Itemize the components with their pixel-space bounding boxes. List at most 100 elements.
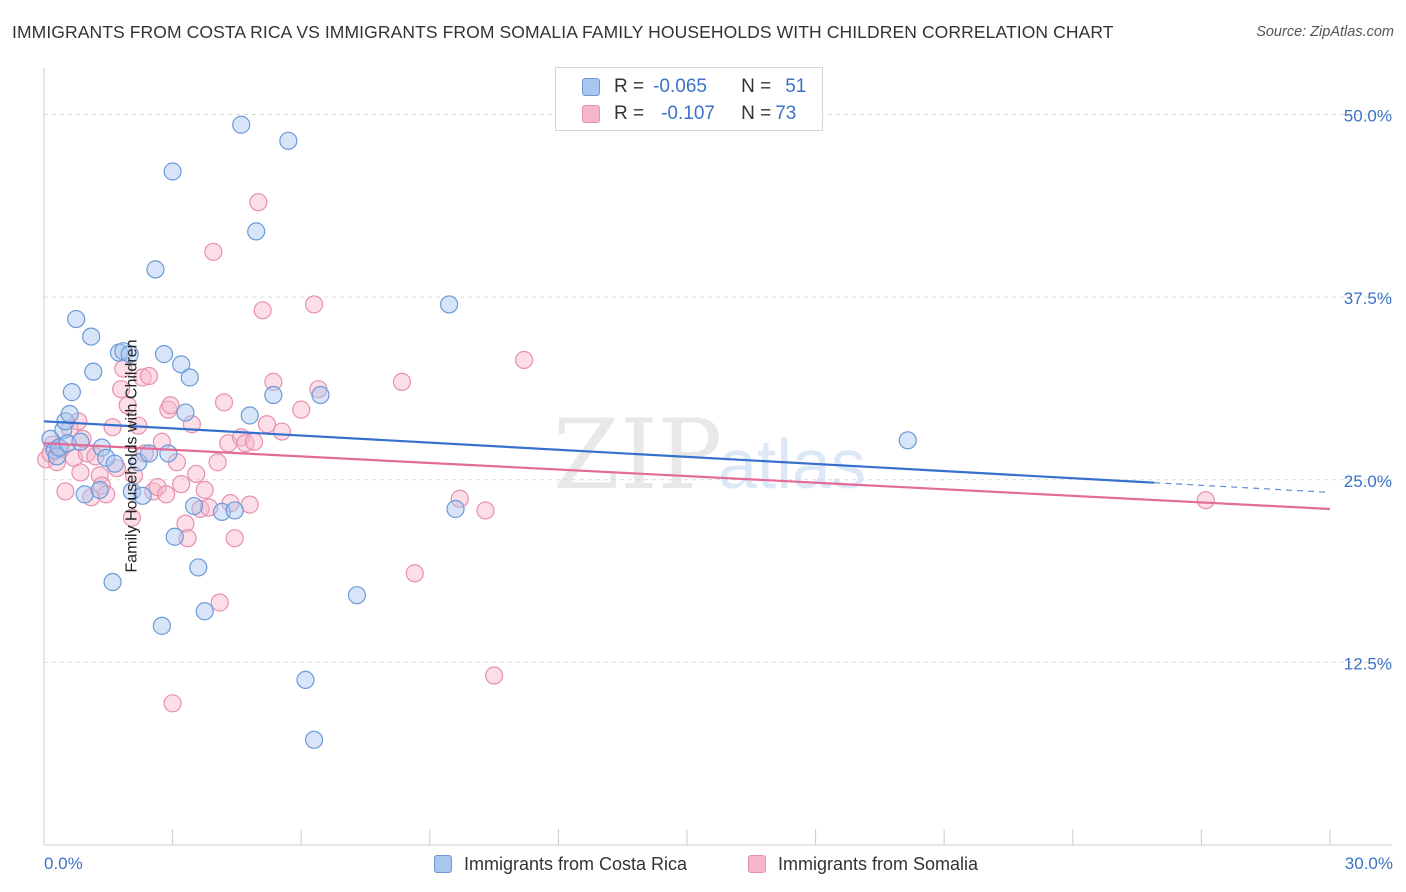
costa-rica-point [90, 480, 109, 500]
somalia-point [133, 368, 152, 387]
somalia-point [244, 432, 264, 451]
axes [43, 68, 1392, 846]
costa-rica-point [180, 368, 199, 387]
bottom-swatch-somalia [748, 855, 766, 873]
costa-rica-point [898, 431, 917, 450]
legend-r-label: R = [614, 103, 645, 124]
costa-rica-point [120, 345, 139, 364]
watermark-atlas: atlas [718, 425, 866, 503]
costa-rica-point [103, 572, 122, 592]
costa-rica-point [225, 501, 244, 520]
costa-rica-point [279, 131, 298, 150]
costa-rica-point [84, 362, 103, 381]
source-label: Source: ZipAtlas.com [1256, 24, 1394, 40]
costa-rica-point [146, 260, 165, 279]
costa-rica-point [184, 496, 204, 516]
legend-n-value: 73 [775, 103, 797, 124]
costa-rica-point [311, 385, 330, 405]
somalia-point [405, 564, 424, 583]
legend: R = -0.065 N = 51 R = -0.107 N = 73 [555, 67, 823, 131]
costa-rica-point [189, 558, 208, 577]
somalia-point [485, 666, 504, 685]
y-tick-label: 25.0% [1344, 472, 1392, 491]
tick-labels: 12.5% 25.0% 37.5% 50.0% 0.0% 30.0% [44, 107, 1393, 873]
costa-rica-point [247, 222, 266, 241]
chart-title: IMMIGRANTS FROM COSTA RICA VS IMMIGRANTS… [12, 22, 1114, 42]
costa-rica-point [163, 162, 182, 181]
costa-rica-point [446, 499, 465, 519]
costa-rica-point [264, 385, 283, 405]
costa-rica-point [154, 345, 174, 364]
bottom-legend-label-costa-rica: Immigrants from Costa Rica [464, 853, 688, 874]
somalia-point [195, 480, 214, 500]
costa-rica-point [122, 482, 141, 501]
costa-rica-point [60, 404, 79, 424]
somalia-point [210, 593, 229, 612]
somalia-point [515, 350, 534, 370]
costa-rica-point [296, 670, 315, 690]
somalia-point [73, 429, 92, 448]
costa-rica-trend-line [43, 420, 1155, 484]
somalia-point [176, 514, 195, 533]
bottom-swatch-costa-rica [434, 855, 452, 873]
somalia-point [272, 422, 292, 441]
y-axis-label-container: Family Households with Children [0, 0, 140, 892]
costa-rica-point [165, 527, 184, 546]
legend-n-label: N = [741, 76, 772, 97]
somalia-point [71, 463, 90, 482]
somalia-point [214, 393, 234, 412]
somalia-point [172, 475, 191, 494]
legend-swatch-somalia [582, 105, 600, 123]
somalia-point [163, 694, 182, 713]
somalia-trend-line [43, 442, 1331, 511]
somalia-point [122, 508, 141, 527]
somalia-point [392, 372, 412, 391]
somalia-point [450, 489, 469, 508]
legend-n-value: 51 [785, 76, 807, 97]
costa-rica-point [82, 327, 101, 346]
y-tick-label: 12.5% [1344, 654, 1392, 673]
costa-rica-point [347, 586, 367, 605]
grid-lines [44, 114, 1392, 663]
bottom-legend-costa-rica: Immigrants from Costa Rica [434, 852, 687, 876]
legend-r-value: -0.065 [653, 76, 707, 97]
somalia-point [112, 380, 131, 399]
somalia-point [225, 529, 244, 548]
somalia-point [161, 396, 180, 415]
costa-rica-trend-extension [1154, 482, 1331, 493]
legend-r-label: R = [614, 76, 645, 97]
somalia-point [208, 453, 227, 472]
legend-row-somalia: R = -0.107 N = 73 [582, 102, 796, 126]
costa-rica-point [439, 295, 459, 314]
y-axis-label: Family Households with Children [123, 339, 141, 573]
costa-rica-point [152, 616, 171, 635]
somalia-point [253, 301, 272, 320]
legend-r-value: -0.107 [661, 103, 715, 124]
somalia-point [204, 242, 223, 261]
y-tick-label: 50.0% [1344, 107, 1392, 126]
costa-rica-point [62, 383, 81, 402]
legend-swatch-costa-rica [582, 78, 600, 96]
somalia-point [292, 400, 311, 419]
somalia-point [257, 415, 277, 434]
costa-rica-point [232, 115, 251, 134]
somalia-point [476, 501, 495, 520]
somalia-point [157, 485, 176, 504]
costa-rica-point [240, 406, 259, 425]
costa-rica-point [75, 485, 94, 504]
trend-lines [43, 420, 1331, 511]
somalia-point [139, 366, 159, 386]
x-tick-label: 0.0% [44, 854, 83, 873]
somalia-point [1196, 491, 1215, 510]
y-tick-label: 37.5% [1344, 289, 1392, 308]
costa-rica-point [105, 454, 124, 473]
watermark: ZIP atlas [553, 399, 866, 511]
legend-n-label: N = [741, 103, 772, 124]
bottom-legend-label-somalia: Immigrants from Somalia [778, 853, 979, 874]
costa-rica-point [172, 355, 191, 374]
bottom-legend-somalia: Immigrants from Somalia [748, 852, 978, 876]
costa-rica-point [159, 444, 178, 463]
costa-rica-point [67, 309, 86, 329]
legend-row-costa-rica: R = -0.065 N = 51 [582, 75, 806, 99]
